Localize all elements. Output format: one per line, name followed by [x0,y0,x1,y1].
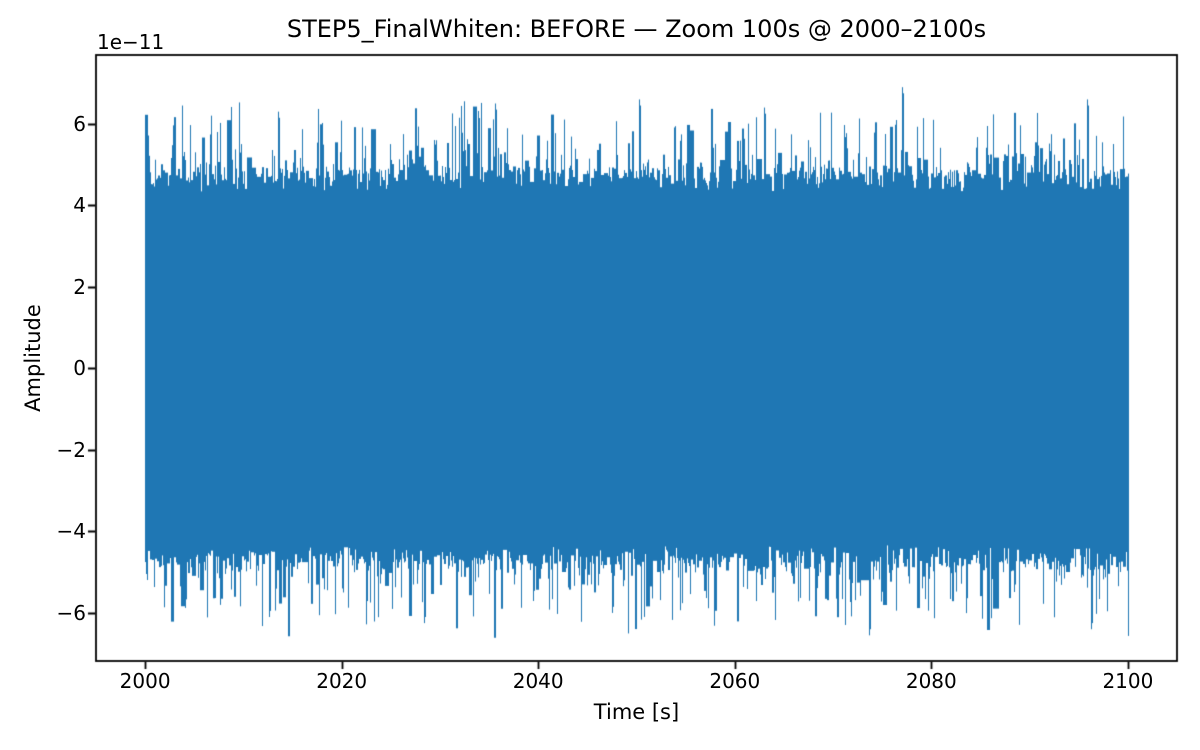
y-tick-label: −4 [56,519,86,544]
chart-title: STEP5_FinalWhiten: BEFORE — Zoom 100s @ … [286,15,987,43]
y-tick-label: 4 [73,193,86,218]
x-tick-label: 2100 [1102,669,1154,693]
y-tick-label: −6 [56,600,86,625]
x-tick-label: 2040 [512,669,564,693]
y-tick-label: −2 [56,437,86,462]
y-axis-offset-text: 1e−11 [97,30,165,54]
y-tick-label: 2 [73,274,86,299]
x-tick-label: 2000 [119,669,171,693]
y-tick-label: 6 [73,111,86,136]
x-tick-label: 2060 [709,669,761,693]
y-tick-label: 0 [73,356,86,381]
x-axis-label: Time [s] [593,700,680,724]
x-tick-label: 2020 [316,669,368,693]
x-tick-label: 2080 [905,669,957,693]
